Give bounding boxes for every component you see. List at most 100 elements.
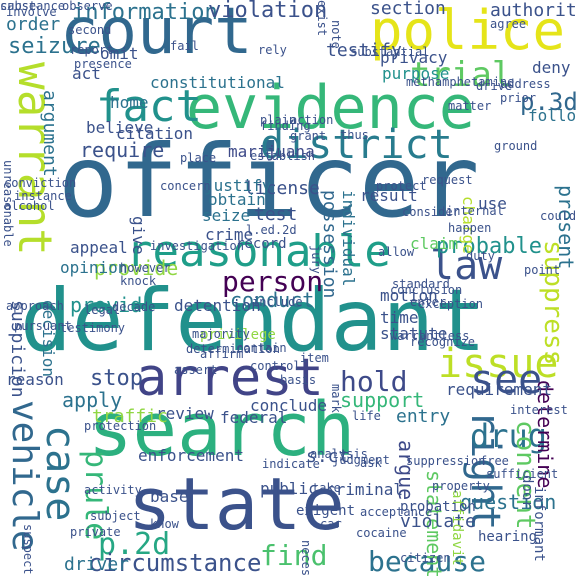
cloud-word: hold	[340, 365, 408, 398]
cloud-word: happen	[448, 221, 492, 235]
cloud-word: thus	[340, 128, 369, 142]
cloud-word: interest	[510, 403, 568, 417]
cloud-word: warrantless	[390, 329, 470, 343]
cloud-word: know	[150, 517, 179, 531]
cloud-word: property	[432, 479, 490, 493]
cloud-word: stop	[90, 366, 143, 391]
cloud-word: believe	[86, 118, 154, 137]
cloud-word: report	[70, 43, 114, 57]
cloud-word: decade	[112, 300, 156, 314]
cloud-word: appeal	[70, 238, 128, 257]
cloud-word: criminal	[326, 480, 404, 499]
cloud-word: testimony	[60, 321, 126, 335]
cloud-word: state	[128, 462, 345, 546]
cloud-word: basis	[280, 373, 317, 387]
cloud-word: methamphetamine	[406, 75, 515, 89]
cloud-word: detention	[174, 296, 261, 315]
cloud-word: take	[312, 481, 341, 495]
cloud-word: conduct	[230, 288, 315, 312]
cloud-word: rely	[258, 43, 287, 57]
cloud-word: fail	[170, 39, 199, 53]
cloud-word: marijuana	[228, 142, 315, 161]
cloud-word: record	[236, 236, 287, 252]
cloud-word: time	[380, 308, 419, 327]
cloud-word: requirement	[446, 380, 552, 399]
cloud-word: trial	[410, 55, 513, 95]
cloud-word: issue	[438, 341, 559, 387]
cloud-word: point	[524, 263, 561, 277]
cloud-word: reasonable	[126, 226, 391, 277]
cloud-word: cocaine	[356, 526, 407, 540]
cloud-word: order	[6, 14, 61, 35]
cloud-word: omit	[100, 44, 139, 63]
cloud-word: exception	[418, 297, 484, 311]
cloud-word: home	[110, 93, 149, 112]
cloud-word: however	[120, 261, 171, 275]
cloud-word: provide	[70, 293, 155, 317]
cloud-word: act	[72, 64, 101, 83]
cloud-word: suppression	[406, 454, 486, 468]
cloud-word: suspicion	[7, 300, 28, 398]
cloud-word: pursuant	[14, 319, 72, 333]
cloud-word: observe	[62, 0, 113, 13]
cloud-word: conclusion	[390, 283, 463, 297]
cloud-word: see	[470, 357, 543, 403]
cloud-word: p.3d	[520, 88, 576, 116]
cloud-word: acceptance	[360, 505, 433, 519]
cloud-word: request	[422, 173, 473, 187]
cloud-word: jury	[309, 245, 323, 274]
cloud-word: presence	[74, 57, 132, 71]
cloud-word: private	[70, 525, 121, 539]
cloud-word: action	[290, 113, 334, 127]
cloud-word: circumstance	[88, 549, 262, 576]
cloud-word: person	[222, 265, 324, 298]
cloud-word: involve	[6, 5, 57, 19]
cloud-word: judgment	[332, 453, 390, 467]
cloud-word: because	[368, 545, 487, 576]
cloud-word: contain	[236, 341, 287, 355]
cloud-word: exigent	[296, 503, 356, 519]
cloud-word: statute	[380, 324, 448, 343]
cloud-word: exist	[315, 0, 329, 37]
cloud-word: testify	[326, 40, 402, 61]
cloud-word: arrest	[136, 348, 324, 408]
cloud-word: privacy	[380, 48, 448, 67]
cloud-word: cause	[0, 0, 37, 13]
cloud-word: use	[478, 194, 507, 213]
cloud-word: reason	[6, 370, 64, 389]
cloud-word: concern	[160, 179, 211, 193]
cloud-word: prior	[500, 91, 537, 105]
cloud-word: search	[88, 387, 356, 473]
cloud-word: conviction	[4, 176, 77, 190]
cloud-word: knock	[120, 274, 157, 288]
cloud-word: violation	[208, 0, 328, 23]
cloud-word: suspect	[21, 524, 35, 575]
cloud-word: privilege	[200, 327, 276, 343]
cloud-word: crime	[205, 225, 254, 244]
cloud-word: citizen	[400, 551, 451, 565]
cloud-word: argument	[39, 90, 60, 177]
cloud-word: license	[244, 178, 320, 199]
cloud-word: constitutional	[150, 73, 285, 92]
cloud-word: affirm	[200, 347, 244, 361]
cloud-word: district	[260, 122, 453, 168]
cloud-word: alcohol	[4, 199, 55, 213]
cloud-word: section	[370, 0, 446, 19]
cloud-word: subject	[90, 509, 141, 523]
cloud-word: information	[72, 0, 218, 25]
cloud-word: ask	[360, 456, 382, 470]
cloud-word: item	[300, 351, 329, 365]
cloud-word: violate	[400, 511, 476, 532]
cloud-word: give	[129, 216, 148, 255]
cloud-word: include	[252, 295, 303, 309]
cloud-word: ground	[494, 139, 538, 153]
cloud-word: follow	[528, 106, 576, 125]
cloud-word: mark	[329, 384, 343, 413]
cloud-word: address	[500, 77, 551, 91]
cloud-word: purpose	[382, 64, 450, 83]
cloud-word: second	[68, 23, 112, 37]
cloud-word: consider	[402, 205, 460, 219]
cloud-word: obtain	[208, 190, 266, 209]
cloud-word: court	[60, 0, 253, 69]
cloud-word: p.2d	[98, 527, 171, 562]
